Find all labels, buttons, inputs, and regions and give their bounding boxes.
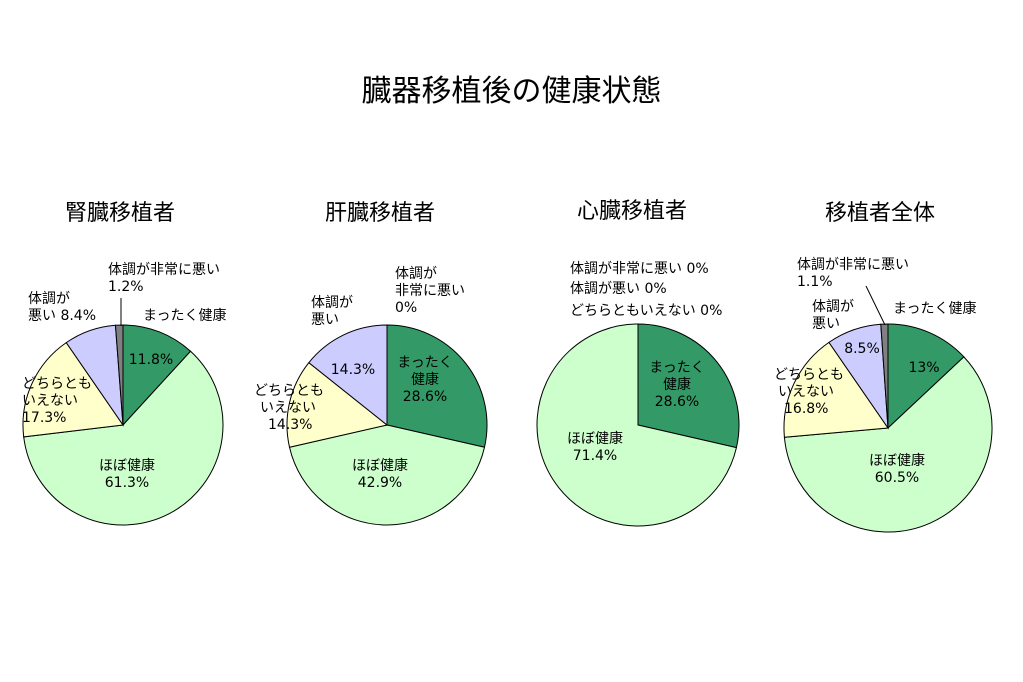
pie-chart-2	[286, 324, 488, 526]
slice-label-full: まったく	[397, 355, 452, 371]
slice-label-full: 健康	[663, 376, 691, 393]
slice-label-neutral: いえない	[22, 393, 78, 409]
chart-title: 心臓移植者	[577, 199, 687, 224]
slice-label-very-poor: 0%	[395, 300, 417, 316]
slice-label-mostly: 61.3%	[105, 475, 149, 491]
slice-label-mostly: ほぼ健康	[99, 457, 155, 474]
pie-slice-mostly	[783, 356, 993, 533]
slice-label-neutral: どちらともいえない 0%	[570, 303, 722, 319]
slice-label-mostly: ほぼ健康	[869, 452, 925, 469]
chart-title: 移植者全体	[825, 201, 935, 226]
slice-label-very-poor: 体調が	[395, 266, 437, 282]
slice-label-poor: 体調が	[28, 291, 70, 307]
pie-slice-full	[887, 323, 965, 430]
slice-label-mostly: 42.9%	[358, 475, 402, 491]
slice-label-full: 11.8%	[129, 352, 173, 368]
pie-slice-neutral	[22, 341, 124, 438]
slice-label-poor: 8.5%	[844, 341, 880, 357]
slice-label-poor: 悪い 8.4%	[28, 308, 96, 324]
pie-slice-mostly	[288, 424, 486, 526]
slice-label-poor: 悪い	[812, 316, 840, 332]
main-title: 臓器移植後の健康状態	[361, 74, 662, 109]
slice-label-poor: 悪い	[311, 312, 339, 328]
slice-label-full: まったく健康	[893, 300, 976, 317]
chart-title: 腎臓移植者	[65, 201, 175, 226]
slice-label-neutral: いえない	[778, 384, 834, 400]
slice-label-full: 13%	[908, 360, 939, 376]
pie-chart-4	[783, 323, 993, 533]
slice-label-full: 28.6%	[403, 389, 447, 405]
pie-slice-full	[122, 324, 192, 427]
pie-slice-mostly	[536, 323, 738, 527]
slice-label-neutral: 16.8%	[784, 401, 828, 417]
pie-slice-mostly	[23, 350, 224, 526]
slice-label-full: 28.6%	[655, 394, 699, 410]
pie-slice-neutral	[783, 341, 889, 438]
slice-label-full: 健康	[411, 371, 439, 388]
slice-label-very-poor: 体調が非常に悪い 0%	[570, 261, 709, 277]
slice-label-poor: 体調が	[812, 299, 854, 315]
slice-label-neutral: どちらとも	[22, 376, 92, 392]
pie-chart-1	[22, 324, 224, 526]
pie-slice-very-poor	[114, 324, 124, 426]
chart-title: 肝臓移植者	[325, 201, 435, 226]
slice-label-neutral: 14.3%	[268, 417, 312, 433]
slice-label-very-poor: 非常に悪い	[395, 283, 465, 299]
slice-label-full: まったく	[649, 360, 704, 376]
slice-label-poor: 体調が	[311, 295, 353, 311]
slice-label-mostly: 71.4%	[573, 448, 617, 464]
slice-label-poor: 14.3%	[331, 362, 375, 378]
slice-label-poor: 体調が悪い 0%	[570, 281, 667, 297]
slice-label-very-poor: 1.2%	[108, 279, 144, 295]
leader-line-very-poor	[865, 285, 886, 326]
pie-slice-full	[386, 324, 488, 448]
slice-label-neutral: いえない	[260, 400, 316, 416]
slice-label-very-poor: 体調が非常に悪い	[797, 257, 909, 273]
pie-chart-3	[536, 323, 740, 527]
pie-slice-full	[637, 323, 740, 449]
slice-label-mostly: ほぼ健康	[352, 457, 408, 474]
slice-label-neutral: どちらとも	[774, 367, 844, 383]
slice-label-full: まったく健康	[143, 307, 226, 324]
slice-label-very-poor: 1.1%	[797, 274, 833, 290]
slice-label-mostly: ほぼ健康	[567, 430, 623, 447]
slice-label-very-poor: 体調が非常に悪い	[108, 262, 220, 278]
slice-label-neutral: 17.3%	[22, 410, 66, 426]
slice-label-mostly: 60.5%	[875, 470, 919, 486]
pie-slice-neutral	[286, 361, 389, 448]
pie-slice-poor	[308, 324, 388, 427]
slice-label-neutral: どちらとも	[254, 383, 324, 399]
